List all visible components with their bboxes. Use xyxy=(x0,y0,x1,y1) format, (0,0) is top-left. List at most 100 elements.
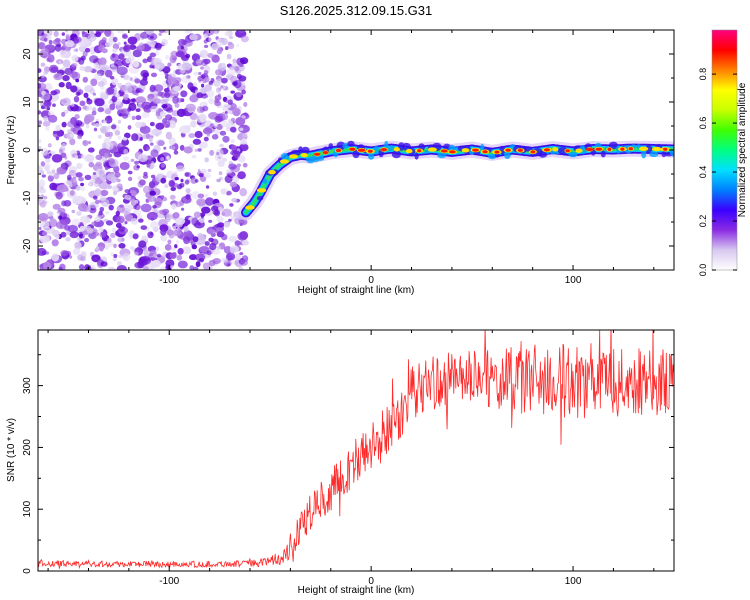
track-peak xyxy=(620,147,625,151)
noise-speck xyxy=(218,87,222,91)
noise-speck xyxy=(229,213,233,217)
noise-speck xyxy=(215,148,224,157)
noise-speck xyxy=(174,212,179,218)
noise-speck xyxy=(84,115,93,123)
noise-speck xyxy=(225,126,232,132)
track-bump xyxy=(347,140,355,147)
track-peak xyxy=(482,150,488,154)
noise-speck xyxy=(146,41,151,45)
noise-speck xyxy=(123,148,129,155)
noise-speck xyxy=(202,127,213,135)
noise-speck xyxy=(228,35,234,40)
noise-speck xyxy=(87,147,95,153)
noise-speck xyxy=(218,171,223,176)
noise-speck xyxy=(170,265,174,269)
noise-speck xyxy=(78,177,84,182)
noise-speck xyxy=(104,240,114,248)
snr-x-label: Height of straight line (km) xyxy=(298,585,415,596)
noise-speck xyxy=(225,46,229,51)
noise-speck xyxy=(124,132,131,139)
noise-speck xyxy=(235,91,242,98)
noise-speck xyxy=(214,100,222,107)
noise-speck xyxy=(116,178,121,183)
noise-speck xyxy=(43,115,49,121)
noise-speck xyxy=(137,153,148,163)
noise-speck xyxy=(216,245,222,250)
noise-speck xyxy=(197,148,202,152)
noise-speck xyxy=(116,215,125,224)
noise-speck xyxy=(58,215,63,220)
noise-speck xyxy=(88,182,93,187)
noise-speck xyxy=(190,120,197,128)
noise-speck xyxy=(208,219,213,223)
noise-speck xyxy=(111,124,117,130)
noise-speck xyxy=(205,197,215,206)
y-tick-label: 0 xyxy=(22,147,33,153)
track-bump xyxy=(661,151,667,158)
colorbar-tick-label: 0.2 xyxy=(698,215,708,228)
noise-speck xyxy=(101,37,107,43)
noise-speck xyxy=(122,34,129,40)
track-bump xyxy=(558,146,568,155)
noise-speck xyxy=(217,160,225,167)
noise-speck xyxy=(38,146,42,151)
noise-speck xyxy=(61,32,65,36)
noise-speck xyxy=(216,78,222,83)
noise-speck xyxy=(232,81,238,87)
noise-speck xyxy=(221,62,226,68)
noise-speck xyxy=(150,221,159,230)
noise-speck xyxy=(207,53,214,58)
noise-speck xyxy=(82,140,87,145)
noise-speck xyxy=(124,189,130,194)
noise-speck xyxy=(198,71,202,76)
noise-speck xyxy=(85,124,90,129)
noise-speck xyxy=(109,75,115,80)
noise-speck xyxy=(61,200,67,207)
noise-speck xyxy=(94,73,102,81)
noise-speck xyxy=(87,33,97,42)
noise-speck xyxy=(231,144,237,151)
noise-speck xyxy=(182,246,192,255)
noise-speck xyxy=(212,191,218,197)
colorbar-tick-label: 0.0 xyxy=(698,264,708,277)
noise-speck xyxy=(149,129,156,136)
noise-speck xyxy=(120,109,127,115)
noise-speck xyxy=(111,227,117,233)
noise-speck xyxy=(61,111,66,117)
track-bump xyxy=(336,141,346,151)
noise-speck xyxy=(105,211,110,215)
noise-speck xyxy=(177,260,188,269)
noise-speck xyxy=(83,66,93,73)
noise-speck xyxy=(240,35,249,43)
noise-speck xyxy=(198,258,204,263)
x-tick-label: 0 xyxy=(368,275,374,286)
noise-speck xyxy=(161,163,165,168)
colorbar-tick-label: 0.6 xyxy=(698,117,708,130)
track-peak xyxy=(505,148,511,152)
noise-speck xyxy=(145,30,154,35)
noise-speck xyxy=(185,172,189,177)
noise-speck xyxy=(142,174,149,179)
noise-speck xyxy=(180,90,188,98)
noise-speck xyxy=(168,120,176,129)
noise-speck xyxy=(234,240,241,247)
noise-speck xyxy=(122,137,128,141)
noise-speck xyxy=(184,30,193,34)
noise-speck xyxy=(153,84,164,92)
noise-speck xyxy=(174,102,180,108)
noise-speck xyxy=(207,228,216,235)
noise-speck xyxy=(158,32,162,37)
noise-speck xyxy=(219,130,227,136)
noise-speck xyxy=(147,231,154,239)
track-bump xyxy=(317,155,325,161)
noise-speck xyxy=(199,49,209,59)
noise-speck xyxy=(97,134,102,139)
noise-speck xyxy=(232,107,241,117)
noise-speck xyxy=(86,217,91,224)
track-bump xyxy=(608,141,619,150)
noise-speck xyxy=(136,165,140,169)
track-peak xyxy=(595,147,603,151)
noise-speck xyxy=(149,190,156,196)
noise-speck xyxy=(235,253,241,261)
